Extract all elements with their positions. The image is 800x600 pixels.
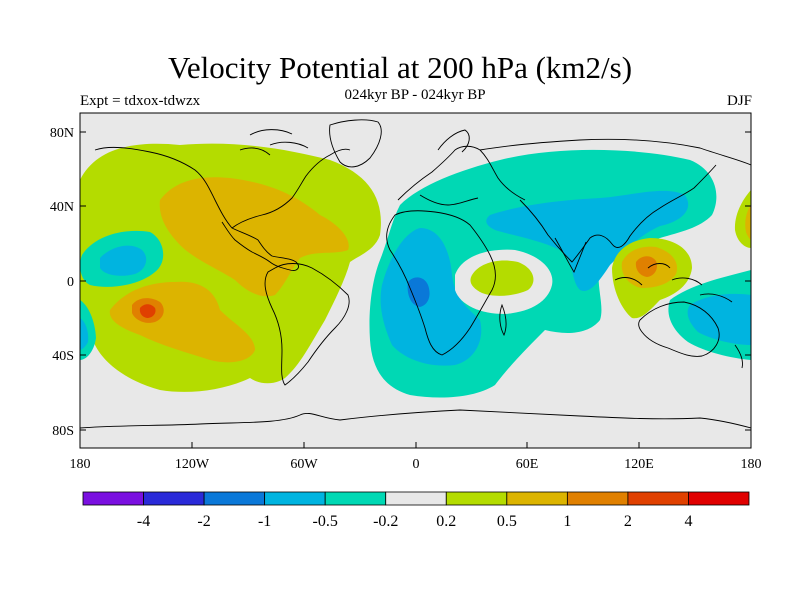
negative-core-central-pacific bbox=[100, 245, 147, 276]
coastlines bbox=[80, 119, 751, 429]
colorbar-label: -0.2 bbox=[373, 513, 398, 530]
season-label: DJF bbox=[726, 93, 752, 109]
colorbar-box bbox=[203, 491, 266, 506]
colorbar: -4 -2 -1 -0.5 -0.2 0.2 0.5 1 2 4 bbox=[82, 491, 750, 530]
colorbar-box bbox=[143, 491, 205, 506]
orange-region-dateline-north bbox=[745, 205, 751, 240]
coastline-india bbox=[554, 237, 587, 274]
strong-positive-core-maritime bbox=[635, 256, 657, 277]
colorbar-labels: -4 -2 -1 -0.5 -0.2 0.2 0.5 1 2 4 bbox=[137, 513, 693, 530]
coastline-south-america bbox=[264, 263, 350, 386]
lat-label-0: 0 bbox=[67, 275, 74, 290]
colorbar-label: 0.5 bbox=[497, 513, 517, 530]
colorbar-box bbox=[566, 491, 629, 506]
positive-blob-east-africa bbox=[470, 260, 534, 296]
colorbar-box bbox=[627, 491, 689, 506]
colorbar-label: -2 bbox=[197, 513, 210, 530]
experiment-label: Expt = tdxox-tdwzx bbox=[80, 93, 201, 109]
coastline-new-zealand bbox=[734, 344, 743, 369]
colorbar-label: 0.2 bbox=[436, 513, 456, 530]
coastline-arctic-islands bbox=[239, 129, 309, 156]
chart-title: Velocity Potential at 200 hPa (km2/s) bbox=[167, 50, 633, 85]
coastline-asia bbox=[479, 138, 751, 263]
colorbar-label: 1 bbox=[563, 513, 571, 530]
colorbar-box bbox=[506, 491, 568, 506]
lat-label-80s: 80S bbox=[52, 424, 74, 439]
colorbar-label: -0.5 bbox=[313, 513, 338, 530]
colorbar-box bbox=[264, 491, 326, 506]
lon-label-60w: 60W bbox=[290, 457, 318, 472]
negative-core-dateline-south bbox=[80, 318, 89, 350]
lat-label-40n: 40N bbox=[50, 200, 74, 215]
coastline-greenland bbox=[329, 119, 382, 168]
chart-subtitle: 024kyr BP - 024kyr BP bbox=[344, 87, 486, 103]
colorbar-box bbox=[385, 491, 447, 506]
strongest-positive-core bbox=[139, 304, 156, 318]
orange-region-north-america bbox=[159, 177, 349, 297]
coastline-madagascar bbox=[499, 303, 507, 337]
negative-core-asia bbox=[486, 190, 689, 291]
lat-label-80n: 80N bbox=[50, 126, 74, 141]
coastline-maritime-islands bbox=[614, 263, 733, 303]
colorbar-label: 4 bbox=[684, 513, 692, 530]
colorbar-label: -1 bbox=[258, 513, 271, 530]
coastline-africa bbox=[386, 210, 496, 356]
coastline-scandinavia bbox=[437, 129, 470, 153]
lat-ticks bbox=[80, 131, 751, 431]
lon-ticks bbox=[79, 442, 752, 448]
lon-label-120e: 120E bbox=[624, 457, 654, 472]
lon-label-180e: 180 bbox=[741, 457, 762, 472]
map-plot-area bbox=[80, 113, 751, 448]
colorbar-label: 2 bbox=[624, 513, 632, 530]
lat-label-40s: 40S bbox=[52, 349, 74, 364]
lon-label-180w: 180 bbox=[70, 457, 91, 472]
colorbar-label: -4 bbox=[137, 513, 150, 530]
coastline-north-america bbox=[94, 146, 351, 271]
negative-strong-core-africa bbox=[407, 277, 430, 307]
coastline-antarctica bbox=[80, 409, 751, 429]
lon-label-120w: 120W bbox=[175, 457, 210, 472]
negative-core-africa bbox=[380, 228, 482, 366]
colorbar-box bbox=[324, 491, 387, 506]
coastline-australia bbox=[638, 301, 720, 357]
lon-label-0: 0 bbox=[413, 457, 420, 472]
colorbar-box bbox=[688, 491, 750, 506]
lon-label-60e: 60E bbox=[516, 457, 539, 472]
colorbar-box bbox=[82, 491, 144, 506]
colorbar-boxes bbox=[82, 491, 750, 506]
negative-core-west-pacific bbox=[687, 293, 751, 345]
colorbar-box bbox=[445, 491, 508, 506]
